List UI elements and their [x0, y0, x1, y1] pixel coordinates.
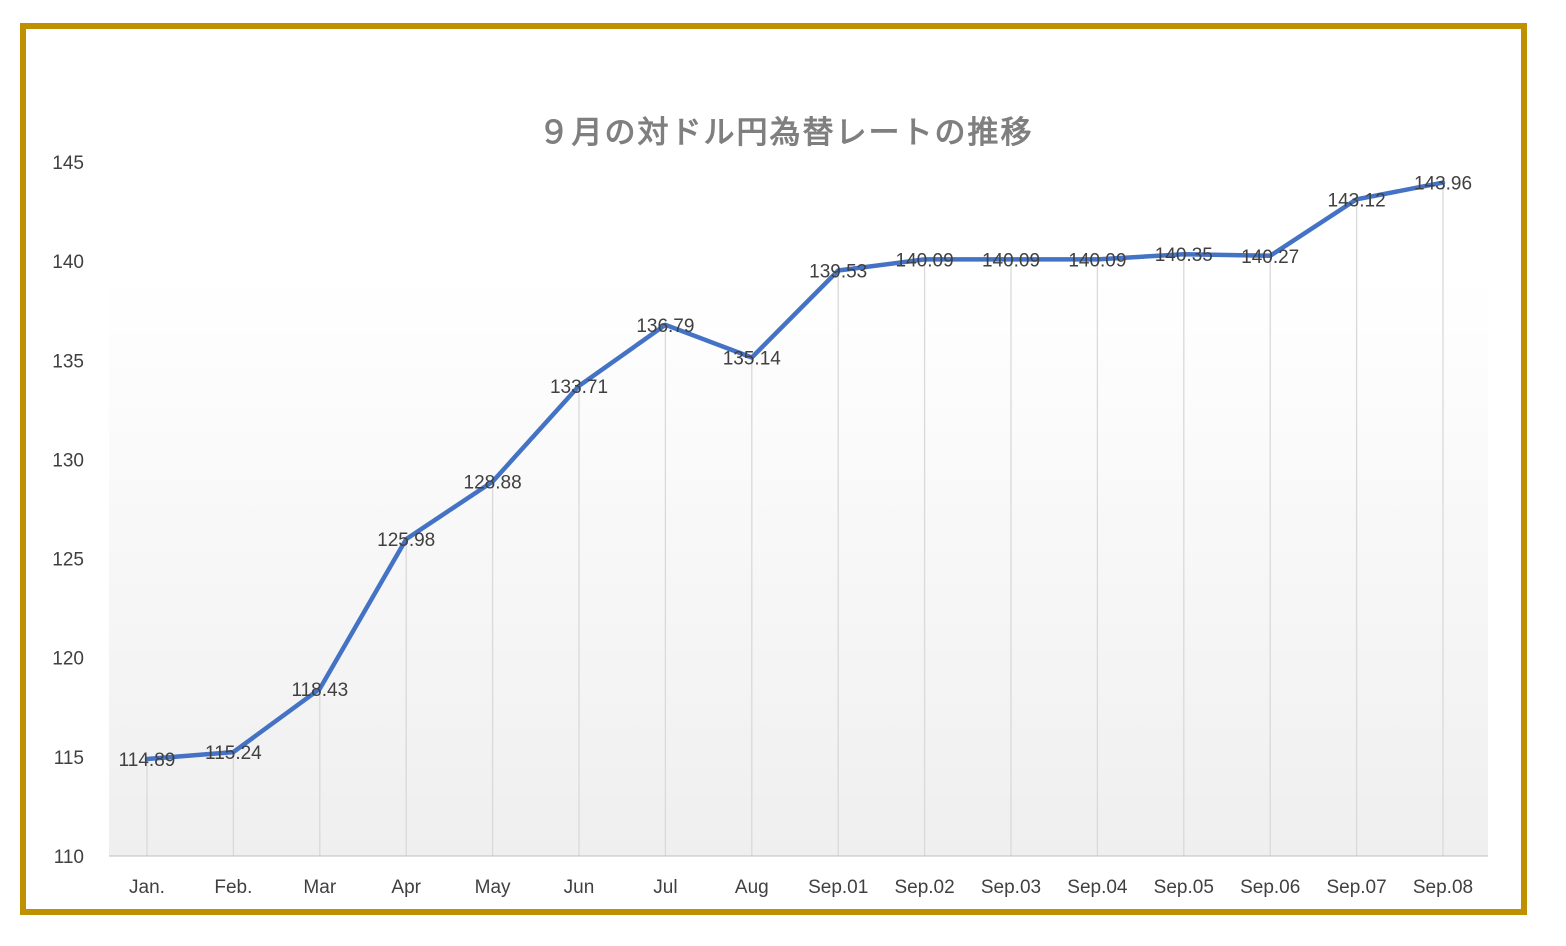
- y-axis-ticks: 110 115 120 125 130 135 140 145: [52, 153, 84, 868]
- data-label: 133.71: [550, 377, 608, 398]
- data-label: 136.79: [636, 316, 694, 337]
- x-tick-label: Sep.04: [1067, 877, 1128, 898]
- x-tick-label: Mar: [303, 877, 336, 898]
- chart-frame: ９月の対ドル円為替レートの推移 110 115 120 125 130 135 140 145…: [20, 23, 1527, 915]
- data-label: 140.35: [1155, 245, 1213, 266]
- chart-title: ９月の対ドル円為替レートの推移: [539, 115, 1034, 151]
- data-label: 118.43: [291, 680, 348, 701]
- y-tick-label: 110: [54, 847, 84, 868]
- x-tick-label: Sep.07: [1326, 877, 1386, 898]
- x-tick-label: Sep.03: [981, 877, 1041, 898]
- x-tick-label: Jan.: [129, 877, 165, 898]
- data-label: 140.27: [1241, 247, 1299, 268]
- x-tick-label: Aug: [735, 877, 769, 898]
- data-label: 143.96: [1414, 174, 1472, 195]
- y-tick-label: 135: [52, 351, 84, 372]
- x-tick-label: Sep.06: [1240, 877, 1300, 898]
- y-tick-label: 140: [52, 252, 84, 273]
- x-tick-label: Feb.: [214, 877, 252, 898]
- data-label: 140.09: [896, 250, 954, 271]
- y-tick-label: 115: [54, 748, 84, 769]
- data-label: 125.98: [377, 530, 435, 551]
- data-label: 114.89: [119, 750, 176, 771]
- data-label: 135.14: [723, 349, 782, 370]
- x-tick-label: Sep.02: [894, 877, 954, 898]
- data-label: 115.24: [205, 743, 262, 764]
- x-tick-label: Apr: [391, 877, 421, 898]
- x-axis-ticks: Jan. Feb. Mar Apr May Jun Jul Aug Sep.01 Sep.02 Se…: [129, 877, 1473, 898]
- grid-lines: [146, 182, 1444, 856]
- y-tick-label: 125: [52, 550, 84, 571]
- series-line: [144, 180, 1446, 762]
- data-labels: 114.89 115.24 118.43 125.98 128.88 133.71 136.…: [119, 174, 1472, 771]
- line-chart: ９月の対ドル円為替レートの推移 110 115 120 125 130 135 140 145…: [52, 115, 1488, 898]
- x-tick-label: Sep.05: [1154, 877, 1214, 898]
- x-tick-label: Sep.01: [808, 877, 868, 898]
- plot-area: [109, 274, 1488, 856]
- y-tick-label: 145: [52, 153, 84, 174]
- x-tick-label: Jul: [653, 877, 677, 898]
- x-tick-label: Jun: [564, 877, 595, 898]
- y-tick-label: 130: [52, 450, 84, 471]
- data-label: 143.12: [1328, 190, 1386, 211]
- data-label: 139.53: [809, 261, 867, 282]
- y-tick-label: 120: [52, 649, 84, 670]
- x-tick-label: Sep.08: [1413, 877, 1473, 898]
- data-label: 140.09: [1068, 250, 1126, 271]
- x-tick-label: May: [475, 877, 511, 898]
- data-label: 140.09: [982, 250, 1040, 271]
- data-label: 128.88: [464, 473, 522, 494]
